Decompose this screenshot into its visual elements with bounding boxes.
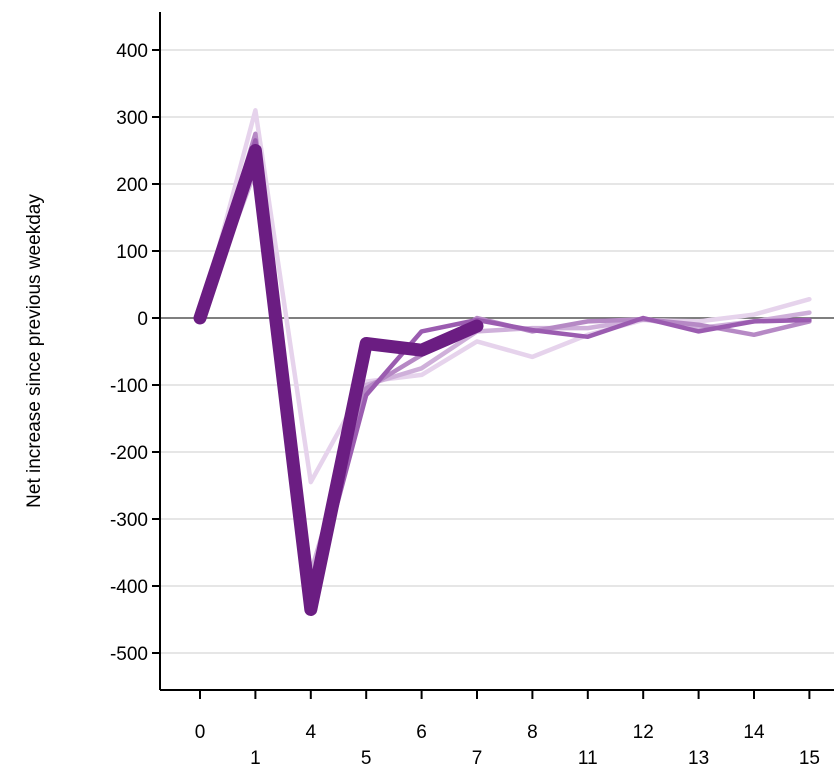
series-line-5 xyxy=(193,144,484,616)
x-tick-label: 14 xyxy=(743,722,765,743)
y-axis-title: Net increase since previous weekday xyxy=(24,194,45,508)
y-tick-label: -300 xyxy=(110,510,148,531)
series-line-2 xyxy=(197,168,812,575)
y-tick-label: -400 xyxy=(110,577,148,598)
y-tick-label: 400 xyxy=(116,41,148,62)
x-tick-label: 12 xyxy=(633,722,654,743)
x-tick-label: 1 xyxy=(250,748,261,767)
y-tick-label: -100 xyxy=(110,376,148,397)
series-line-4 xyxy=(197,138,812,606)
x-tick-label: 15 xyxy=(799,748,820,767)
y-tick-label: 300 xyxy=(116,108,148,129)
y-tick-label: -500 xyxy=(110,644,148,665)
x-tick-label: 4 xyxy=(306,722,317,743)
y-tick-label: 0 xyxy=(137,309,148,330)
x-tick-label: 11 xyxy=(578,748,598,767)
y-axis-ticks: 400 300 200 100 0 -100 -200 -300 -400 -500 xyxy=(110,41,160,665)
y-tick-label: 200 xyxy=(116,175,148,196)
x-tick-label: 0 xyxy=(195,722,206,743)
x-tick-label: 5 xyxy=(361,748,372,767)
x-tick-label: 8 xyxy=(527,722,538,743)
y-tick-label: 100 xyxy=(116,242,148,263)
x-tick-label: 6 xyxy=(416,722,427,743)
y-tick-label: -200 xyxy=(110,443,148,464)
x-tick-label: 7 xyxy=(472,748,483,767)
series-lines xyxy=(193,108,812,616)
x-tick-label: 13 xyxy=(688,748,709,767)
series-line-1 xyxy=(197,108,812,485)
